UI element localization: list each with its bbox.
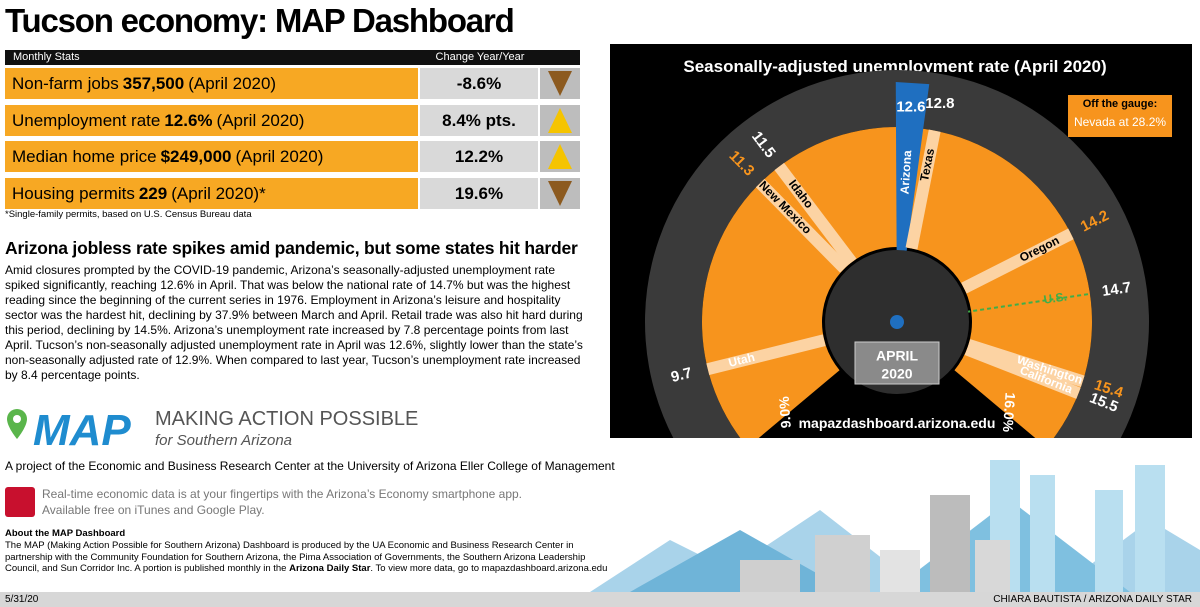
trend-arrow [548,107,572,133]
arrow-cell [540,68,580,99]
state-name: U.S. [1043,290,1068,307]
badge-text: APRIL [876,348,918,364]
app-icon [5,487,35,517]
off-gauge-text: Nevada at 28.2% [1074,115,1166,129]
gauge-pin [890,315,904,329]
gauge-rim [645,70,1149,438]
stats-header: Monthly Stats [5,50,425,65]
about-end: . To view more data, go to mapazdashboar… [370,563,608,574]
gauge-url: mapazdashboard.arizona.edu [799,415,996,431]
value-label: 12.8 [925,95,954,112]
state-ray [706,334,826,375]
stat-value: 229 [138,183,168,203]
stat-period: (April 2020)* [171,183,266,203]
credit: CHIARA BAUTISTA / ARIZONA DAILY STAR [993,594,1192,605]
page-title: Tucson economy: MAP Dashboard [5,2,515,39]
bottom-bar: 5/31/20 CHIARA BAUTISTA / ARIZONA DAILY … [0,592,1200,607]
stat-label: Unemployment rate [12,110,161,130]
tagline: MAKING ACTION POSSIBLE [155,408,419,430]
trend-triangle [548,71,572,96]
stat-value: $249,000 [160,147,232,166]
stat-change: 8.4% pts. [420,104,538,136]
footnote: *Single-family permits, based on U.S. Ce… [5,209,252,220]
about-paper: Arizona Daily Star [289,563,371,574]
state-name: Utah [727,350,756,370]
map-logo: MAP [7,406,131,453]
date: 5/31/20 [5,594,39,605]
trend-arrow [548,71,572,96]
state-ray [966,339,1085,388]
stat-label: Housing permits [12,183,135,203]
reference-line [896,292,1091,323]
state-ray [755,178,849,273]
stat-row: Housing permits 229 (April 2020)* 19.6% [5,177,580,209]
skyline [590,460,1200,592]
gauge-end-label: 16.0% [1000,392,1019,433]
gauge-title: Seasonally-adjusted unemployment rate (A… [683,57,1106,76]
stat-value: 12.6% [164,110,213,130]
app-text: Available free on iTunes and Google Play… [42,503,265,517]
trend-arrow [548,144,572,169]
stat-label-cell: Median home price $249,000 (April 2020) [5,141,418,172]
stat-change: -8.6% [420,68,538,99]
off-gauge-box [1068,95,1172,137]
state-ray [961,228,1074,294]
stats-header: Change Year/Year [420,50,580,65]
stat-row: Median home price $249,000 (April 2020) 12.… [5,141,580,172]
badge-text: 2020 [881,366,912,382]
stat-label-cell: Unemployment rate 12.6% (April 2020) [5,104,418,136]
state-name: Arizona [897,150,914,195]
stat-row: Unemployment rate 12.6% (April 2020) 8.4% p… [5,104,580,136]
headline: Arizona jobless rate spikes amid pandemi… [5,238,578,258]
off-gauge-title: Off the gauge: [1083,98,1158,110]
trend-arrow [548,180,572,206]
stat-value: 357,500 [122,74,185,93]
stat-change: 12.2% [420,141,538,172]
stat-period: (April 2020) [235,147,324,166]
trend-triangle [548,107,572,133]
stat-label: Median home price [12,147,157,166]
article-body: Amid closures prompted by the COVID-19 p… [5,263,583,382]
stat-change: 19.6% [420,177,538,209]
value-label: 14.7 [1101,279,1132,300]
arrow-cell [540,104,580,136]
about: The MAP (Making Action Possible for Sout… [5,540,620,575]
stat-row: Non-farm jobs 357,500 (April 2020) -8.6% [5,68,580,99]
state-ray [905,129,941,250]
badge [854,341,940,385]
gauge-gap [804,380,990,438]
state-ray [964,343,1081,399]
stat-period: (April 2020) [216,110,305,130]
stat-label-cell: Non-farm jobs 357,500 (April 2020) [5,68,418,99]
about-title: About the MAP Dashboard [5,528,126,539]
state-ray [774,162,857,266]
project: A project of the Economic and Business R… [5,459,615,473]
stat-label-cell: Housing permits 229 (April 2020)* [5,177,418,209]
stat-period: (April 2020) [188,74,277,93]
logo-text: MAP [33,406,131,453]
about-text: The MAP (Making Action Possible for Sout… [5,540,586,574]
value-label: 12.6 [896,98,925,115]
gauge-end-label: 9.0% [776,395,794,428]
value-label: 9.7 [669,364,693,386]
arrow-cell [540,177,580,209]
gauge: Seasonally-adjusted unemployment rate (A… [610,44,1192,438]
trend-triangle [548,144,572,169]
trend-triangle [548,180,572,206]
stat-label: Non-farm jobs [12,74,119,93]
app-text: Real-time economic data is at your finge… [42,487,523,501]
tagline-sub: for Southern Arizona [155,432,293,449]
arrow-cell [540,141,580,172]
state-name: Texas [917,147,937,183]
